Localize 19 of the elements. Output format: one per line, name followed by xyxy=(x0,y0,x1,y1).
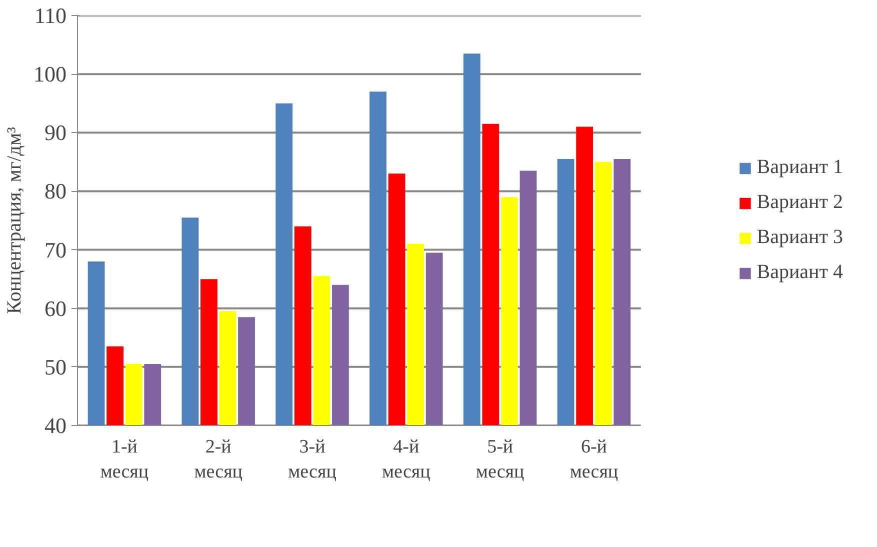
x-tick-label: 6-й месяц xyxy=(570,436,618,483)
x-tick-label: 2-й месяц xyxy=(194,436,242,483)
y-tick-label: 40 xyxy=(44,413,66,438)
y-axis-title: Концентрация, мг/дм³ xyxy=(4,126,26,314)
x-tick-label: 1-й месяц xyxy=(100,436,149,483)
y-tick-label: 90 xyxy=(44,120,66,146)
legend-label: Вариант 3 xyxy=(756,226,843,249)
y-tick-label: 100 xyxy=(34,62,66,87)
x-tick-label: 4-й месяц xyxy=(382,436,430,483)
y-tick-label: 110 xyxy=(34,3,67,28)
x-tick-label: 5-й месяц xyxy=(476,436,524,483)
y-tick-label: 60 xyxy=(44,296,66,321)
y-tick-label: 70 xyxy=(44,237,66,262)
y-tick-label: 50 xyxy=(44,354,66,380)
legend-label: Вариант 4 xyxy=(756,261,843,284)
x-tick-label: 3-й месяц xyxy=(288,436,336,483)
y-tick-label: 80 xyxy=(44,178,66,204)
legend-label: Вариант 2 xyxy=(756,191,843,214)
legend-label: Вариант 1 xyxy=(756,156,843,179)
